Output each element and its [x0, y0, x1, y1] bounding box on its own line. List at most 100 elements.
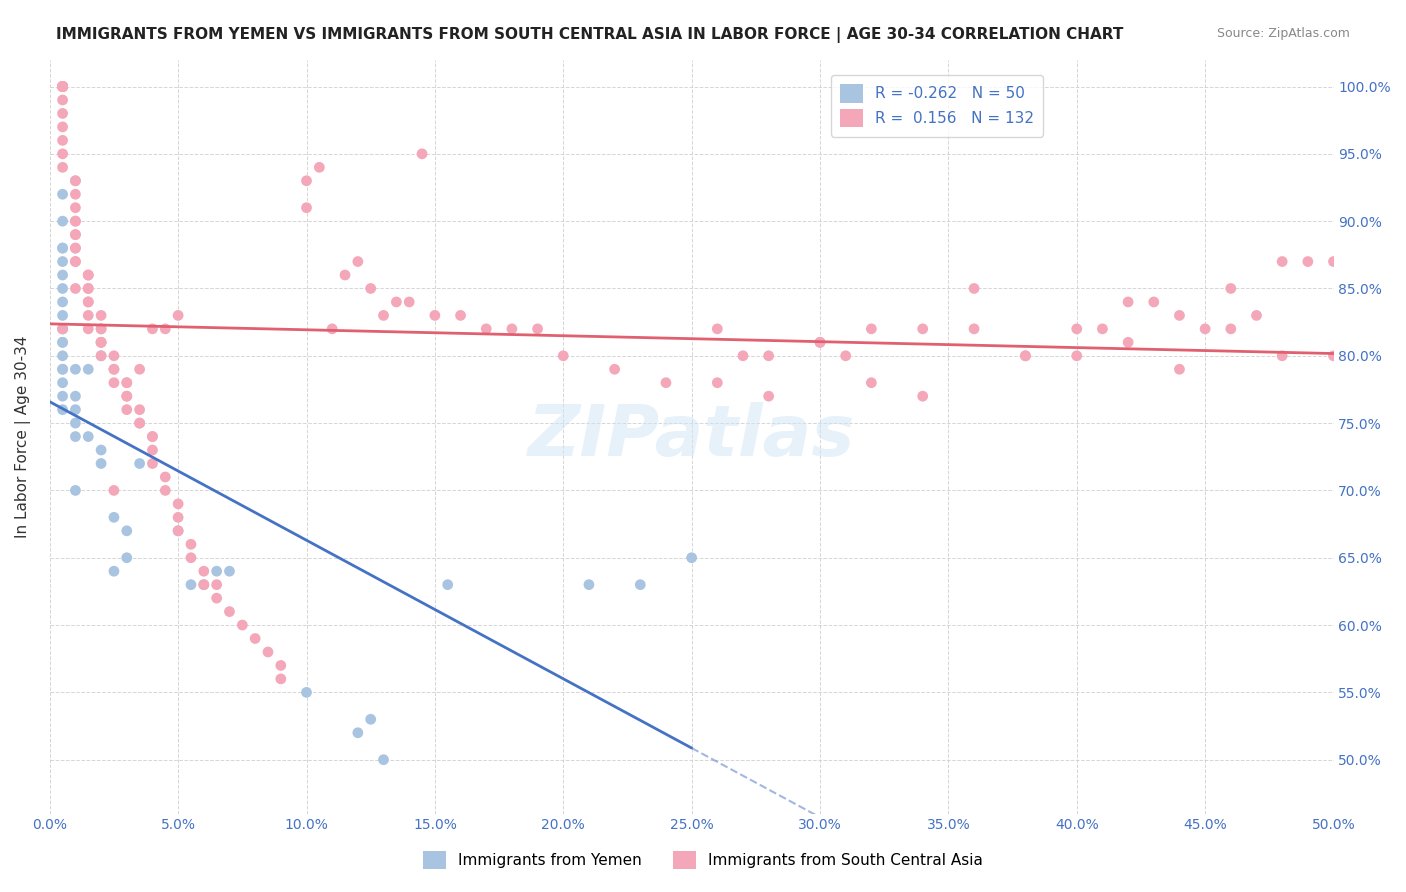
- Point: [77, 429, 100, 443]
- Point: [231, 618, 253, 632]
- Point: [193, 564, 215, 578]
- Point: [90, 335, 112, 350]
- Point: [65, 483, 87, 498]
- Point: [681, 550, 703, 565]
- Point: [115, 389, 138, 403]
- Point: [911, 389, 934, 403]
- Point: [52, 335, 75, 350]
- Point: [103, 376, 125, 390]
- Point: [52, 79, 75, 94]
- Point: [115, 524, 138, 538]
- Point: [90, 443, 112, 458]
- Point: [1322, 254, 1344, 268]
- Point: [128, 402, 150, 417]
- Point: [115, 389, 138, 403]
- Point: [308, 161, 330, 175]
- Point: [501, 322, 523, 336]
- Point: [65, 214, 87, 228]
- Point: [475, 322, 498, 336]
- Point: [103, 362, 125, 376]
- Point: [398, 294, 420, 309]
- Point: [52, 214, 75, 228]
- Point: [270, 672, 292, 686]
- Point: [77, 268, 100, 282]
- Point: [65, 254, 87, 268]
- Point: [270, 658, 292, 673]
- Point: [180, 577, 202, 591]
- Point: [963, 322, 986, 336]
- Point: [167, 309, 190, 323]
- Point: [1219, 281, 1241, 295]
- Point: [180, 550, 202, 565]
- Legend: R = -0.262   N = 50, R =  0.156   N = 132: R = -0.262 N = 50, R = 0.156 N = 132: [831, 75, 1043, 136]
- Point: [963, 281, 986, 295]
- Point: [167, 497, 190, 511]
- Point: [77, 309, 100, 323]
- Point: [65, 174, 87, 188]
- Point: [1116, 294, 1139, 309]
- Point: [65, 227, 87, 242]
- Point: [65, 201, 87, 215]
- Point: [65, 241, 87, 255]
- Point: [347, 254, 370, 268]
- Point: [52, 79, 75, 94]
- Point: [373, 753, 395, 767]
- Point: [52, 349, 75, 363]
- Point: [628, 577, 651, 591]
- Point: [52, 79, 75, 94]
- Point: [90, 349, 112, 363]
- Point: [834, 349, 856, 363]
- Point: [52, 187, 75, 202]
- Point: [52, 268, 75, 282]
- Point: [52, 322, 75, 336]
- Point: [77, 294, 100, 309]
- Point: [128, 416, 150, 430]
- Point: [167, 524, 190, 538]
- Point: [65, 402, 87, 417]
- Point: [103, 362, 125, 376]
- Point: [193, 577, 215, 591]
- Point: [90, 457, 112, 471]
- Point: [103, 564, 125, 578]
- Point: [52, 309, 75, 323]
- Point: [758, 389, 780, 403]
- Point: [1116, 335, 1139, 350]
- Point: [52, 254, 75, 268]
- Point: [1014, 349, 1036, 363]
- Point: [65, 254, 87, 268]
- Point: [911, 322, 934, 336]
- Point: [103, 510, 125, 524]
- Point: [360, 712, 382, 726]
- Point: [128, 416, 150, 430]
- Point: [65, 214, 87, 228]
- Point: [1271, 349, 1294, 363]
- Point: [373, 309, 395, 323]
- Point: [52, 120, 75, 134]
- Point: [411, 146, 433, 161]
- Point: [52, 79, 75, 94]
- Point: [1296, 254, 1319, 268]
- Point: [90, 322, 112, 336]
- Point: [155, 470, 177, 484]
- Point: [1194, 322, 1216, 336]
- Point: [103, 349, 125, 363]
- Point: [526, 322, 548, 336]
- Point: [52, 362, 75, 376]
- Text: Source: ZipAtlas.com: Source: ZipAtlas.com: [1216, 27, 1350, 40]
- Point: [77, 281, 100, 295]
- Point: [333, 268, 356, 282]
- Point: [52, 389, 75, 403]
- Point: [205, 564, 228, 578]
- Point: [141, 429, 163, 443]
- Point: [218, 564, 240, 578]
- Point: [52, 362, 75, 376]
- Point: [731, 349, 754, 363]
- Point: [167, 524, 190, 538]
- Point: [1168, 362, 1191, 376]
- Point: [1271, 254, 1294, 268]
- Point: [90, 349, 112, 363]
- Point: [52, 241, 75, 255]
- Point: [706, 376, 728, 390]
- Point: [1066, 349, 1088, 363]
- Point: [77, 294, 100, 309]
